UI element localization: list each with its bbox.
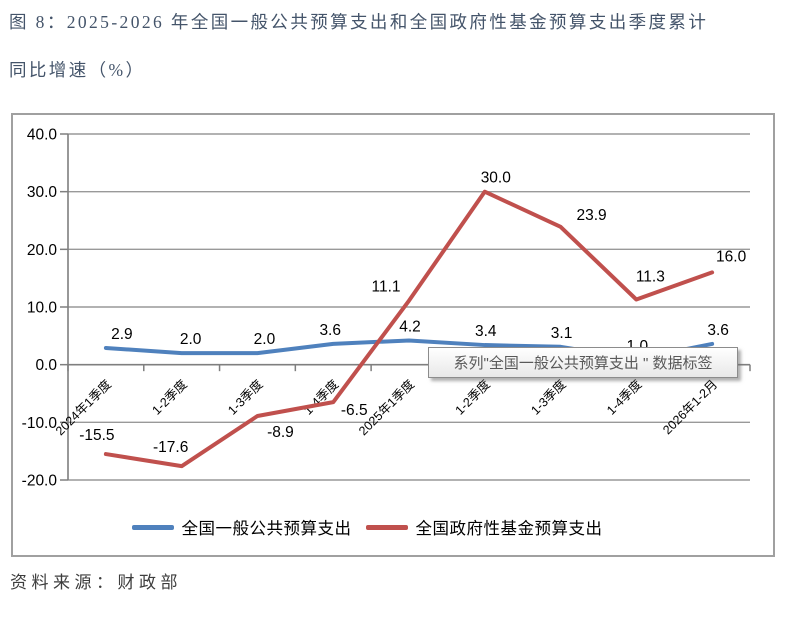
x-axis-label: 1-3季度	[528, 376, 569, 417]
x-axis-label: 1-2季度	[452, 376, 493, 417]
data-label-govt-fund: 23.9	[576, 207, 606, 224]
x-axis-label: 1-3季度	[224, 376, 265, 417]
data-label-public-budget: 2.0	[180, 331, 202, 348]
y-axis-tick-label: 30.0	[27, 184, 58, 201]
y-axis-tick-label: -10.0	[22, 415, 58, 432]
series-data-label-tooltip: 系列"全国一般公共预算支出 " 数据标签	[428, 347, 738, 378]
data-label-govt-fund: 16.0	[716, 248, 747, 265]
data-label-govt-fund: -8.9	[267, 424, 294, 441]
data-label-public-budget: 2.0	[254, 331, 276, 348]
y-axis-tick-label: -20.0	[22, 473, 58, 490]
y-axis-tick-label: 0.0	[35, 357, 57, 374]
data-label-govt-fund: -6.5	[341, 402, 368, 419]
legend-swatch-red-line	[365, 524, 408, 530]
data-label-public-budget: 2.9	[111, 326, 133, 343]
page-title-line-2: 同比增速（%）	[9, 60, 146, 80]
x-axis-label: 1-2季度	[149, 376, 190, 417]
data-label-public-budget: 3.6	[319, 322, 341, 339]
x-axis-label: 2026年1-2月	[660, 377, 720, 437]
data-label-public-budget: 3.6	[707, 322, 729, 339]
chart-frame: 40.0 30.0 20.0 10.0 0.0 -10.0 -20.0 2024年1季度 1-2…	[11, 113, 775, 557]
data-label-govt-fund: -17.6	[153, 439, 188, 456]
legend-swatch-blue-line	[131, 524, 174, 530]
legend-item-public-budget[interactable]: 全国一般公共预算支出	[131, 515, 352, 539]
page-title: 图 8：2025-2026 年全国一般公共预算支出和全国政府性基金预算支出季度累…	[9, 0, 797, 94]
tooltip-text: 系列"全国一般公共预算支出 " 数据标签	[453, 355, 713, 372]
y-axis-tick-label: 40.0	[27, 127, 58, 144]
series-line-govt-fund[interactable]	[103, 189, 715, 469]
legend-item-govt-fund[interactable]: 全国政府性基金预算支出	[365, 515, 603, 539]
source-note: 资料来源：财政部	[10, 573, 182, 592]
legend-label: 全国一般公共预算支出	[181, 519, 352, 538]
y-axis-tick-label: 10.0	[27, 300, 58, 317]
page-title-line-1: 图 8：2025-2026 年全国一般公共预算支出和全国政府性基金预算支出季度累…	[9, 12, 709, 32]
legend-label: 全国政府性基金预算支出	[415, 519, 603, 538]
data-label-govt-fund: -15.5	[79, 427, 114, 444]
chart-legend: 全国一般公共预算支出 全国政府性基金预算支出	[13, 515, 773, 539]
data-label-govt-fund: 11.3	[636, 269, 665, 286]
y-axis-tick-label: 20.0	[27, 242, 58, 259]
data-label-public-budget: 3.4	[475, 323, 497, 340]
data-label-public-budget: 4.2	[399, 318, 421, 335]
data-label-govt-fund: 30.0	[481, 170, 512, 187]
x-axis-label: 1-4季度	[603, 376, 644, 417]
data-label-govt-fund: 11.1	[371, 279, 400, 296]
data-label-public-budget: 3.1	[551, 325, 573, 342]
